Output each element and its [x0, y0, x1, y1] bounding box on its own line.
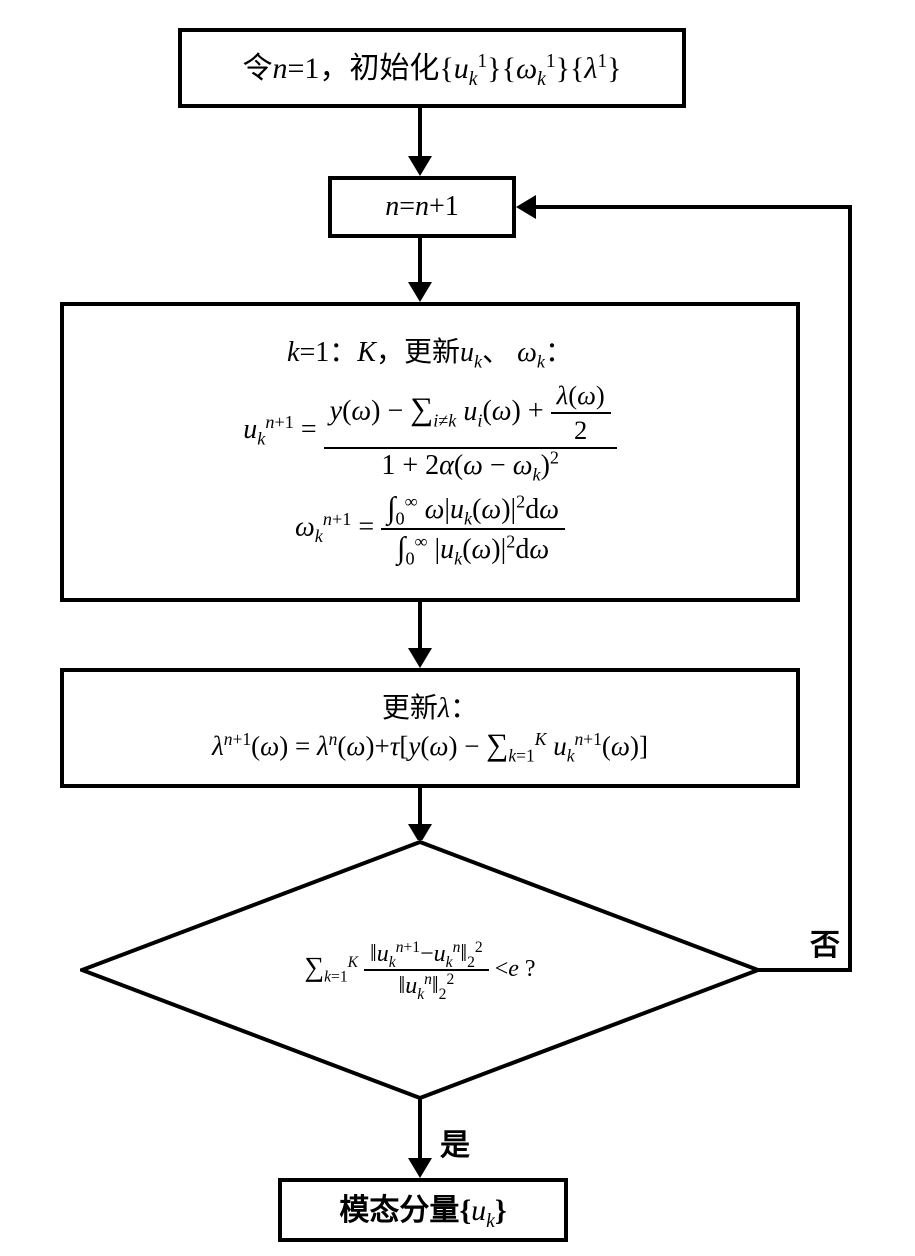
- eq-wk: ωkn+1 = ∫0∞ ω|uk(ω)|2dω ∫0∞ |uk(ω)|2dω: [295, 492, 565, 566]
- node-decision: ∑k=1K ‖ukn+1−ukn‖22 ‖ukn‖22 <e ?: [80, 840, 760, 1100]
- node-update-lambda: 更新λ： λn+1(ω) = λn(ω)+τ[y(ω) − ∑k=1K ukn+…: [60, 668, 800, 788]
- decision-content: ∑k=1K ‖ukn+1−ukn‖22 ‖ukn‖22 <e ?: [304, 941, 535, 1000]
- node-output: 模态分量{uk}: [278, 1178, 568, 1242]
- node-increment: n=n+1: [328, 176, 516, 238]
- eq-uk: ukn+1 = y(ω) − ∑i≠k ui(ω) + λ(ω)2 1 + 2α…: [243, 381, 616, 482]
- edge-lambda-decision: [418, 788, 422, 826]
- arrowhead-inc-update: [408, 282, 432, 302]
- text-init: ，初始化: [319, 52, 439, 85]
- node-update-uk-wk: k=1：K，更新uk、 ωk： ukn+1 = y(ω) − ∑i≠k ui(ω…: [60, 302, 800, 602]
- edge-yes: [418, 1098, 422, 1160]
- flowchart-canvas: 令n=1，初始化{uk1}{ωk1}{λ1} n=n+1 k=1：K，更新uk、…: [0, 0, 915, 1256]
- edge-no-h1: [758, 968, 852, 972]
- arrowhead-init-inc: [408, 156, 432, 176]
- edge-inc-update: [418, 238, 422, 284]
- edge-init-inc: [418, 108, 422, 158]
- edge-no-v: [848, 205, 852, 972]
- label-no: 否: [810, 920, 840, 964]
- text-output: 模态分量: [339, 1194, 459, 1227]
- output-content: 模态分量{uk}: [339, 1194, 506, 1227]
- arrowhead-update-lambda: [408, 648, 432, 668]
- eq-lambda: λn+1(ω) = λn(ω)+τ[y(ω) − ∑k=1K ukn+1(ω)]: [212, 728, 648, 762]
- node-init-content: 令n=1，初始化{uk1}{ωk1}{λ1}: [242, 52, 621, 85]
- arrowhead-yes: [408, 1158, 432, 1178]
- arrowhead-no: [516, 195, 536, 219]
- node-init: 令n=1，初始化{uk1}{ωk1}{λ1}: [178, 28, 686, 108]
- node-increment-content: n=n+1: [385, 192, 459, 223]
- text-ling: 令: [242, 52, 272, 85]
- update-line1: k=1：K，更新uk、 ωk：: [287, 338, 573, 369]
- edge-no-h2: [536, 205, 852, 209]
- text-update1: 更新: [404, 337, 460, 368]
- label-yes: 是: [440, 1120, 470, 1164]
- text-update-lambda: 更新: [382, 693, 438, 724]
- edge-update-lambda: [418, 602, 422, 650]
- lambda-line1: 更新λ：: [382, 694, 478, 725]
